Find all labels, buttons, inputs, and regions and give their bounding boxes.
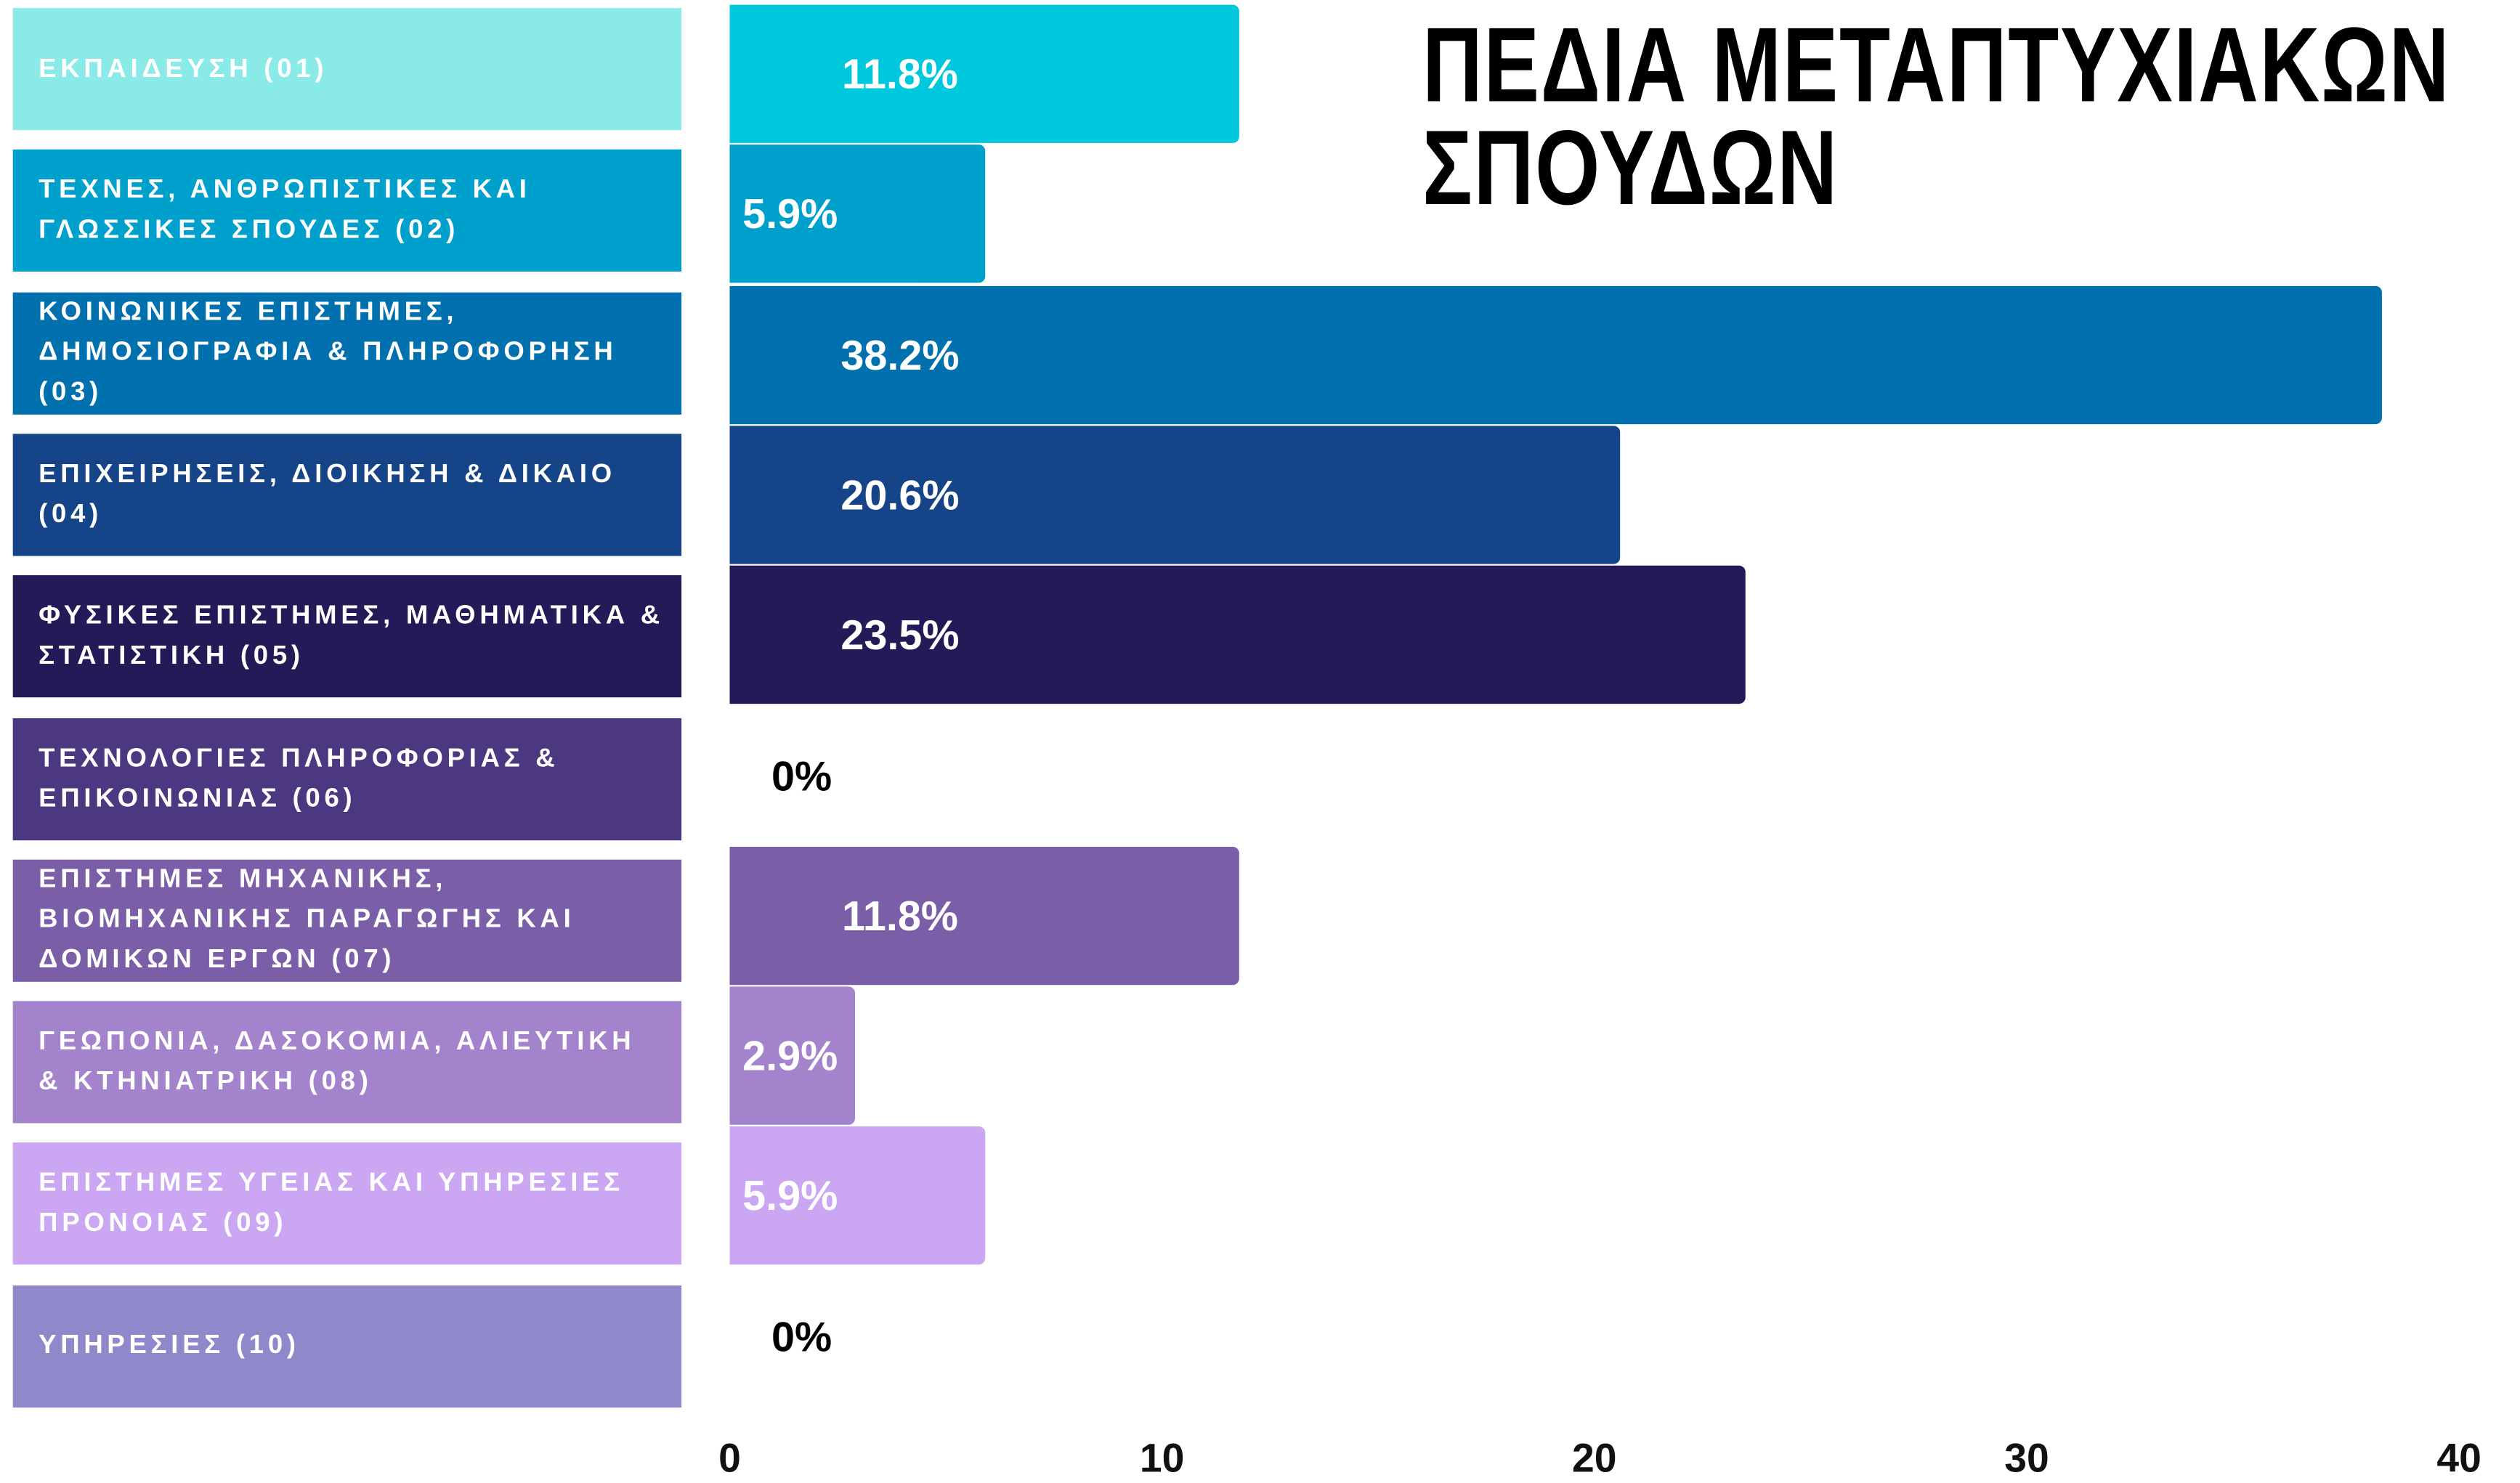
bar xyxy=(729,846,1240,985)
category-label-box: ΓΕΩΠΟΝΙΑ, ΔΑΣΟΚΟΜΙΑ, ΑΛΙΕΥΤΙΚΗ & ΚΤΗΝΙΑΤ… xyxy=(12,1001,682,1124)
bar xyxy=(729,426,1621,564)
category-label: ΓΕΩΠΟΝΙΑ, ΔΑΣΟΚΟΜΙΑ, ΑΛΙΕΥΤΙΚΗ & ΚΤΗΝΙΑΤ… xyxy=(39,1026,636,1097)
category-label: ΦΥΣΙΚΕΣ ΕΠΙΣΤΗΜΕΣ, ΜΑΘΗΜΑΤΙΚΑ & ΣΤΑΤΙΣΤΙ… xyxy=(39,601,664,671)
bar xyxy=(729,4,1240,143)
value-label: 23.5% xyxy=(840,611,960,659)
category-label: ΤΕΧΝΕΣ, ΑΝΘΡΩΠΙΣΤΙΚΕΣ ΚΑΙ ΓΛΩΣΣΙΚΕΣ ΣΠΟΥ… xyxy=(39,175,531,245)
category-label-box: ΤΕΧΝΟΛΟΓΙΕΣ ΠΛΗΡΟΦΟΡΙΑΣ & ΕΠΙΚΟΙΝΩΝΙΑΣ (… xyxy=(12,717,682,840)
category-label-box: ΦΥΣΙΚΕΣ ΕΠΙΣΤΗΜΕΣ, ΜΑΘΗΜΑΤΙΚΑ & ΣΤΑΤΙΣΤΙ… xyxy=(12,575,682,698)
value-label: 11.8% xyxy=(842,891,958,940)
category-label-box: ΕΠΙΣΤΗΜΕΣ ΥΓΕΙΑΣ ΚΑΙ ΥΠΗΡΕΣΙΕΣ ΠΡΟΝΟΙΑΣ … xyxy=(12,1142,682,1266)
category-label: ΤΕΧΝΟΛΟΓΙΕΣ ΠΛΗΡΟΦΟΡΙΑΣ & ΕΠΙΚΟΙΝΩΝΙΑΣ (… xyxy=(39,743,559,813)
category-label: ΚΟΙΝΩΝΙΚΕΣ ΕΠΙΣΤΗΜΕΣ, ΔΗΜΟΣΙΟΓΡΑΦΙΑ & ΠΛ… xyxy=(39,297,617,407)
x-tick-label: 40 xyxy=(2436,1436,2481,1482)
category-label: ΕΠΙΣΤΗΜΕΣ ΜΗΧΑΝΙΚΗΣ, ΒΙΟΜΗΧΑΝΙΚΗΣ ΠΑΡΑΓΩ… xyxy=(39,864,575,975)
value-label: 5.9% xyxy=(742,190,838,239)
category-label: ΕΚΠΑΙΔΕΥΣΗ (01) xyxy=(39,54,328,83)
x-tick-label: 20 xyxy=(1572,1436,1617,1482)
x-tick-label: 0 xyxy=(718,1436,741,1482)
value-label: 38.2% xyxy=(840,330,960,379)
value-label: 11.8% xyxy=(842,49,958,98)
x-tick-label: 30 xyxy=(2004,1436,2049,1482)
value-label: 2.9% xyxy=(742,1031,838,1081)
bar xyxy=(729,1126,985,1266)
value-label: 5.9% xyxy=(742,1171,838,1221)
x-tick-label: 10 xyxy=(1139,1436,1185,1482)
category-label-box: ΥΠΗΡΕΣΙΕΣ (10) xyxy=(12,1285,682,1407)
category-label-box: ΕΠΙΣΤΗΜΕΣ ΜΗΧΑΝΙΚΗΣ, ΒΙΟΜΗΧΑΝΙΚΗΣ ΠΑΡΑΓΩ… xyxy=(12,859,682,982)
bar xyxy=(729,285,2381,424)
bar xyxy=(729,566,1746,704)
category-label: ΕΠΙΣΤΗΜΕΣ ΥΓΕΙΑΣ ΚΑΙ ΥΠΗΡΕΣΙΕΣ ΠΡΟΝΟΙΑΣ … xyxy=(39,1169,624,1238)
chart-title: ΠΕΔΙΑ ΜΕΤΑΠΤΥΧΙΑΚΩΝ ΣΠΟΥΔΩΝ xyxy=(1422,4,2451,227)
category-label-box: ΤΕΧΝΕΣ, ΑΝΘΡΩΠΙΣΤΙΚΕΣ ΚΑΙ ΓΛΩΣΣΙΚΕΣ ΣΠΟΥ… xyxy=(12,150,682,272)
category-label: ΕΠΙΧΕΙΡΗΣΕΙΣ, ΔΙΟΙΚΗΣΗ & ΔΙΚΑΙΟ (04) xyxy=(39,459,616,529)
category-label-box: ΚΟΙΝΩΝΙΚΕΣ ΕΠΙΣΤΗΜΕΣ, ΔΗΜΟΣΙΟΓΡΑΦΙΑ & ΠΛ… xyxy=(12,291,682,414)
bar xyxy=(729,145,985,284)
value-label: 20.6% xyxy=(840,471,960,519)
value-label: 0% xyxy=(771,751,832,800)
category-label-box: ΕΠΙΧΕΙΡΗΣΕΙΣ, ΔΙΟΙΚΗΣΗ & ΔΙΚΑΙΟ (04) xyxy=(12,434,682,556)
category-label-box: ΕΚΠΑΙΔΕΥΣΗ (01) xyxy=(12,8,682,131)
category-label: ΥΠΗΡΕΣΙΕΣ (10) xyxy=(39,1330,300,1360)
value-label: 0% xyxy=(771,1312,832,1361)
bar xyxy=(729,986,856,1125)
